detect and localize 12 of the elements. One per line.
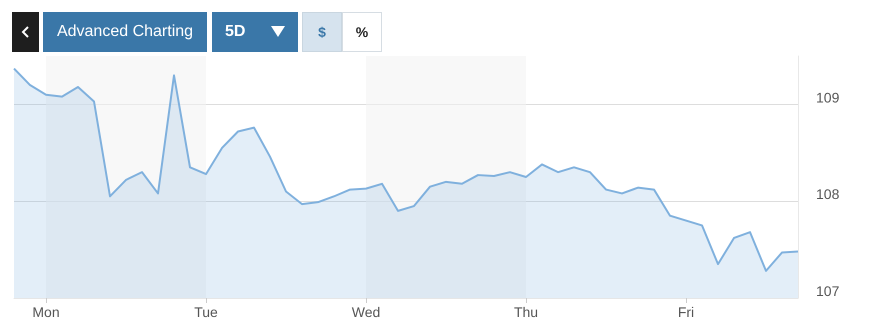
text: 5D — [225, 23, 246, 41]
y-tick-label: 107 — [816, 283, 840, 299]
text: $ — [302, 12, 342, 52]
text: % — [342, 12, 382, 52]
x-tick-label: Wed — [352, 304, 380, 320]
x-tick-label: Mon — [32, 304, 60, 320]
x-tick-label: Fri — [678, 304, 694, 320]
y-tick-label: 109 — [816, 89, 840, 106]
y-tick-label: 108 — [816, 186, 840, 202]
x-tick-label: Tue — [194, 304, 218, 320]
text: Advanced Charting — [43, 12, 207, 52]
x-tick-label: Thu — [514, 304, 538, 320]
